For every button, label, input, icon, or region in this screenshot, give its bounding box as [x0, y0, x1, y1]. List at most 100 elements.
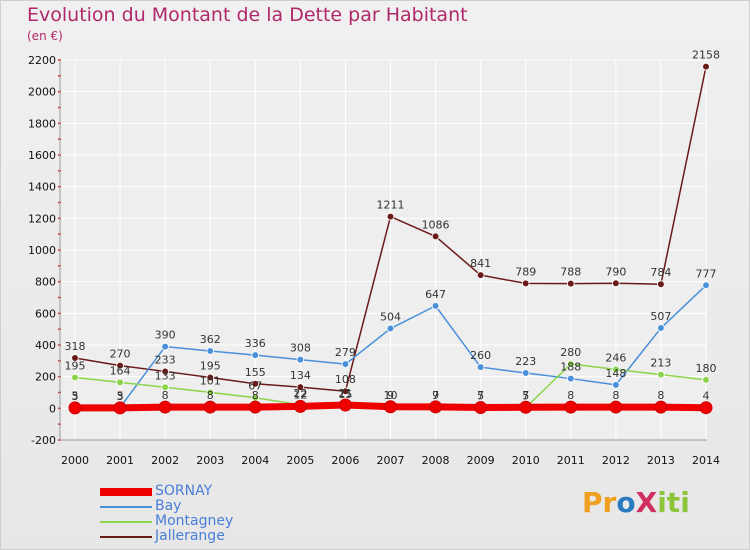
data-label-jallerange: 195 [200, 359, 221, 372]
data-point-jallerange [71, 354, 79, 362]
data-label-jallerange: 1086 [422, 218, 450, 231]
data-label-bay: 504 [380, 311, 401, 324]
data-point-jallerange [386, 212, 395, 221]
data-label-montagney: 180 [696, 362, 717, 375]
data-point-sornay [519, 400, 533, 414]
x-tick-label: 2014 [692, 454, 720, 467]
data-label-montagney: 67 [248, 380, 262, 393]
data-point-montagney [116, 378, 124, 387]
data-label-montagney: 246 [605, 351, 626, 364]
logo-letter: i [657, 486, 667, 519]
data-label-bay: 647 [425, 288, 446, 301]
y-tick-label: 200 [35, 371, 56, 384]
data-label-jallerange: 155 [245, 366, 266, 379]
x-tick-label: 2003 [196, 454, 224, 467]
data-point-sornay [248, 400, 262, 414]
data-label-jallerange: 789 [515, 265, 536, 278]
y-tick-label: 1000 [28, 244, 56, 257]
x-tick-label: 2005 [286, 454, 314, 467]
data-label-sornay: 9 [432, 389, 439, 402]
x-tick-label: 2008 [422, 454, 450, 467]
data-point-jallerange [566, 279, 575, 288]
data-label-bay: 260 [470, 349, 491, 362]
data-label-bay: 308 [290, 342, 311, 355]
data-point-sornay [293, 399, 307, 413]
y-tick-label: 800 [35, 276, 56, 289]
y-tick-label: 2000 [28, 86, 56, 99]
y-tick-label: 1200 [28, 212, 56, 225]
data-point-jallerange [612, 279, 620, 288]
data-point-montagney [612, 365, 620, 374]
data-point-jallerange [296, 383, 305, 391]
data-point-bay [296, 355, 305, 364]
data-point-montagney [657, 370, 665, 379]
data-point-jallerange [431, 232, 440, 241]
data-label-bay: 390 [155, 329, 176, 342]
data-label-bay: 279 [335, 346, 356, 359]
data-point-sornay [113, 401, 127, 415]
data-label-jallerange: 318 [65, 340, 86, 353]
logo-letter: P [582, 486, 603, 519]
data-label-sornay: 8 [567, 389, 574, 402]
data-label-montagney: 164 [110, 364, 131, 377]
data-point-jallerange [476, 271, 485, 279]
data-label-sornay: 5 [477, 390, 484, 403]
data-point-sornay [699, 401, 713, 415]
data-point-jallerange [702, 62, 710, 71]
data-label-montagney: 22 [293, 387, 307, 400]
data-label-montagney: 213 [650, 357, 671, 370]
legend-item-sornay: SORNAY [100, 484, 320, 499]
chart-subtitle: (en €) [27, 29, 63, 43]
data-label-montagney: 5 [522, 390, 529, 403]
data-point-montagney [206, 388, 215, 397]
data-label-bay: 777 [696, 267, 717, 280]
data-label-montagney: 7 [432, 389, 439, 402]
legend-label: Jallerange [155, 528, 225, 544]
data-label-sornay: 10 [384, 389, 398, 402]
proxiti-logo: ProXiti [582, 486, 690, 519]
x-tick-label: 2010 [512, 454, 540, 467]
data-label-jallerange: 108 [335, 373, 356, 386]
data-label-sornay: 4 [703, 390, 710, 403]
data-label-bay: 148 [605, 367, 626, 380]
data-label-montagney: 9 [387, 389, 394, 402]
data-point-bay [702, 281, 710, 290]
x-tick-label: 2002 [151, 454, 179, 467]
y-tick-label: 1400 [28, 181, 56, 194]
chart-title: Evolution du Montant de la Dette par Hab… [27, 4, 468, 26]
legend: SORNAY Bay Montagney Jallerange [100, 484, 320, 544]
y-tick-label: 0 [49, 402, 56, 415]
legend-swatch-montagney [100, 521, 152, 523]
x-tick-label: 2009 [467, 454, 495, 467]
data-point-jallerange [116, 361, 124, 370]
legend-item-bay: Bay [100, 499, 320, 514]
data-point-bay [251, 351, 260, 359]
x-tick-label: 2006 [331, 454, 359, 467]
data-point-jallerange [657, 280, 665, 289]
data-point-montagney [161, 383, 169, 392]
legend-label: Montagney [155, 513, 234, 529]
data-label-sornay: 8 [657, 389, 664, 402]
y-tick-label: 1600 [28, 149, 56, 162]
data-point-montagney [702, 376, 710, 384]
data-label-montagney: 7 [477, 389, 484, 402]
data-label-montagney: 133 [155, 369, 176, 382]
legend-label: Bay [155, 498, 182, 514]
data-label-bay: 336 [245, 337, 266, 350]
data-label-bay: 5 [72, 390, 79, 403]
y-tick-label: -200 [31, 434, 56, 447]
data-point-sornay [68, 401, 82, 415]
data-point-sornay [429, 400, 443, 414]
logo-letter: r [602, 486, 617, 519]
data-label-sornay: 8 [612, 389, 619, 402]
data-label-jallerange: 784 [650, 266, 671, 279]
data-label-jallerange: 270 [110, 348, 131, 361]
data-label-sornay: 21 [338, 387, 352, 400]
logo-letter: o [616, 486, 636, 519]
x-tick-label: 2000 [61, 454, 89, 467]
data-label-sornay: 7 [522, 389, 529, 402]
data-point-sornay [474, 401, 488, 415]
data-label-bay: 507 [650, 310, 671, 323]
data-point-jallerange [206, 373, 215, 382]
